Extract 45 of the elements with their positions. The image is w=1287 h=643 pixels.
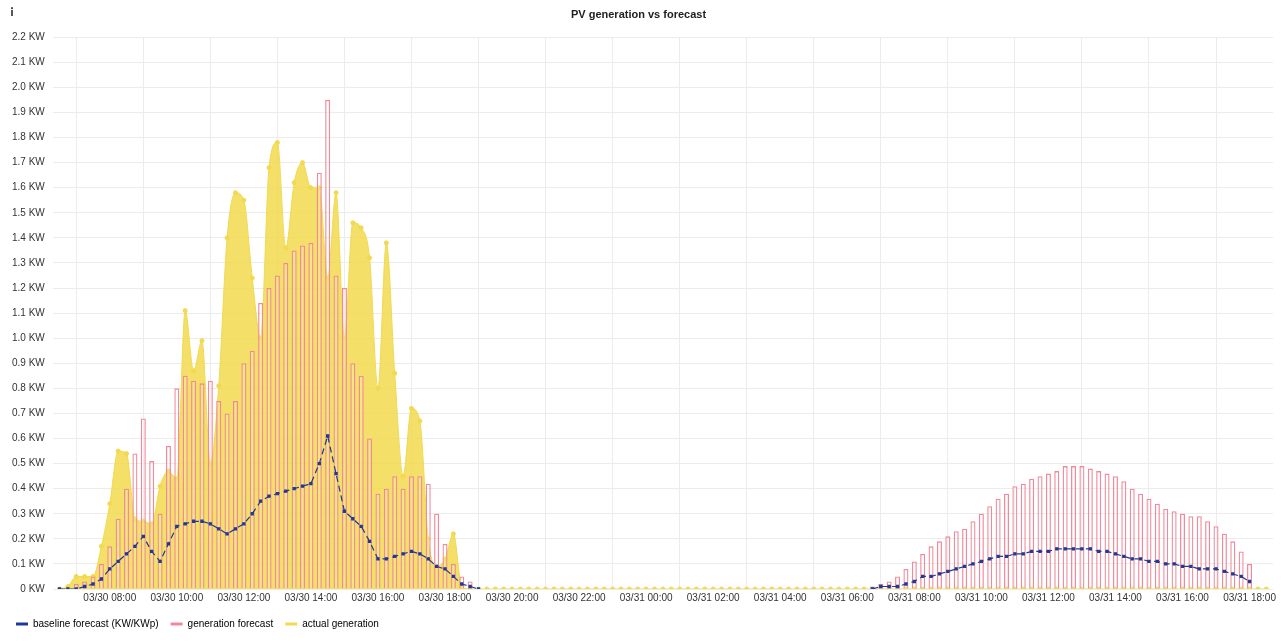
chart-title: PV generation vs forecast: [570, 7, 707, 20]
y-tick-label: 0.2 KW: [11, 532, 46, 544]
x-tick-label: 03/31 10:00: [954, 591, 1009, 603]
x-tick-label: 03/31 00:00: [619, 591, 673, 603]
x-tick-label: 03/30 14:00: [284, 591, 338, 603]
y-tick-label: 1.3 KW: [11, 256, 46, 268]
legend-label: baseline forecast (KW/KWp): [33, 617, 159, 629]
x-tick-label: 03/30 16:00: [351, 591, 405, 603]
x-tick-label: 03/31 08:00: [887, 591, 942, 603]
x-tick-label: 03/31 16:00: [1156, 591, 1210, 603]
y-tick-label: 0.7 KW: [11, 407, 46, 419]
y-tick-label: 2.0 KW: [11, 81, 46, 93]
y-tick-label: 1.9 KW: [11, 106, 46, 118]
x-tick-label: 03/30 10:00: [150, 591, 204, 603]
y-tick-label: 1.2 KW: [11, 281, 46, 293]
y-tick-label: 1.6 KW: [11, 181, 46, 193]
x-tick-label: 03/30 12:00: [217, 591, 271, 603]
x-tick-label: 03/31 12:00: [1021, 591, 1076, 603]
x-tick-label: 03/30 08:00: [83, 591, 137, 603]
y-tick-label: 0.4 KW: [11, 482, 46, 494]
y-tick-label: 1.7 KW: [11, 156, 46, 168]
x-tick-label: 03/31 02:00: [686, 591, 741, 603]
y-tick-label: 0.3 KW: [11, 507, 46, 519]
y-tick-label: 1.8 KW: [11, 131, 46, 143]
y-tick-label: 0.9 KW: [11, 357, 46, 369]
legend-label: actual generation: [302, 617, 379, 629]
x-tick-label: 03/31 18:00: [1223, 591, 1277, 603]
x-tick-label: 03/31 04:00: [753, 591, 808, 603]
x-tick-label: 03/30 20:00: [485, 591, 539, 603]
y-tick-label: 1.4 KW: [11, 231, 46, 243]
y-tick-label: 0.6 KW: [11, 432, 46, 444]
legend-label: generation forecast: [187, 617, 274, 629]
x-tick-label: 03/31 06:00: [820, 591, 875, 603]
y-tick-label: 0.8 KW: [11, 382, 46, 394]
x-tick-label: 03/30 18:00: [418, 591, 472, 603]
x-tick-label: 03/31 14:00: [1089, 591, 1143, 603]
y-tick-label: 1.0 KW: [11, 331, 46, 343]
y-tick-label: 1.5 KW: [11, 206, 46, 218]
y-tick-label: 2.2 KW: [11, 30, 46, 42]
x-tick-label: 03/30 22:00: [552, 591, 606, 603]
y-tick-label: 0.1 KW: [11, 557, 46, 569]
y-tick-label: 1.1 KW: [11, 306, 46, 318]
y-tick-label: 0 KW: [20, 582, 46, 594]
y-tick-label: 2.1 KW: [11, 56, 46, 68]
y-tick-label: 0.5 KW: [11, 457, 46, 469]
